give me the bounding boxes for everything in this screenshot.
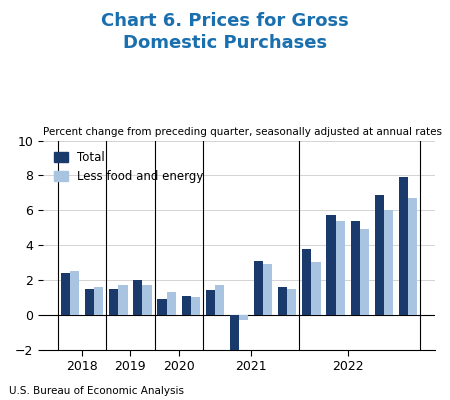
Text: Percent change from preceding quarter, seasonally adjusted at annual rates: Percent change from preceding quarter, s… xyxy=(43,127,442,137)
Bar xyxy=(118,285,127,315)
Bar xyxy=(239,315,248,320)
Bar xyxy=(399,177,408,315)
Bar xyxy=(191,297,200,315)
Bar xyxy=(302,248,311,315)
Bar xyxy=(215,285,224,315)
Bar xyxy=(70,271,79,315)
Bar xyxy=(326,216,336,315)
Bar xyxy=(94,287,104,315)
Bar xyxy=(206,290,215,315)
Bar xyxy=(336,221,345,315)
Bar xyxy=(182,296,191,315)
Bar xyxy=(287,289,297,315)
Bar xyxy=(133,280,143,315)
Bar xyxy=(408,198,417,315)
Legend: Total, Less food and energy: Total, Less food and energy xyxy=(49,146,208,188)
Bar xyxy=(351,221,360,315)
Bar xyxy=(384,210,393,315)
Bar xyxy=(61,273,70,315)
Bar xyxy=(254,261,263,315)
Text: Chart 6. Prices for Gross
Domestic Purchases: Chart 6. Prices for Gross Domestic Purch… xyxy=(101,12,349,52)
Bar xyxy=(278,287,287,315)
Bar xyxy=(158,299,166,315)
Bar xyxy=(230,315,239,360)
Bar xyxy=(166,292,176,315)
Bar xyxy=(311,262,321,315)
Bar xyxy=(143,285,152,315)
Bar xyxy=(360,229,369,315)
Bar xyxy=(85,289,94,315)
Bar xyxy=(375,194,384,315)
Bar xyxy=(263,264,272,315)
Bar xyxy=(109,289,118,315)
Text: U.S. Bureau of Economic Analysis: U.S. Bureau of Economic Analysis xyxy=(9,386,184,396)
